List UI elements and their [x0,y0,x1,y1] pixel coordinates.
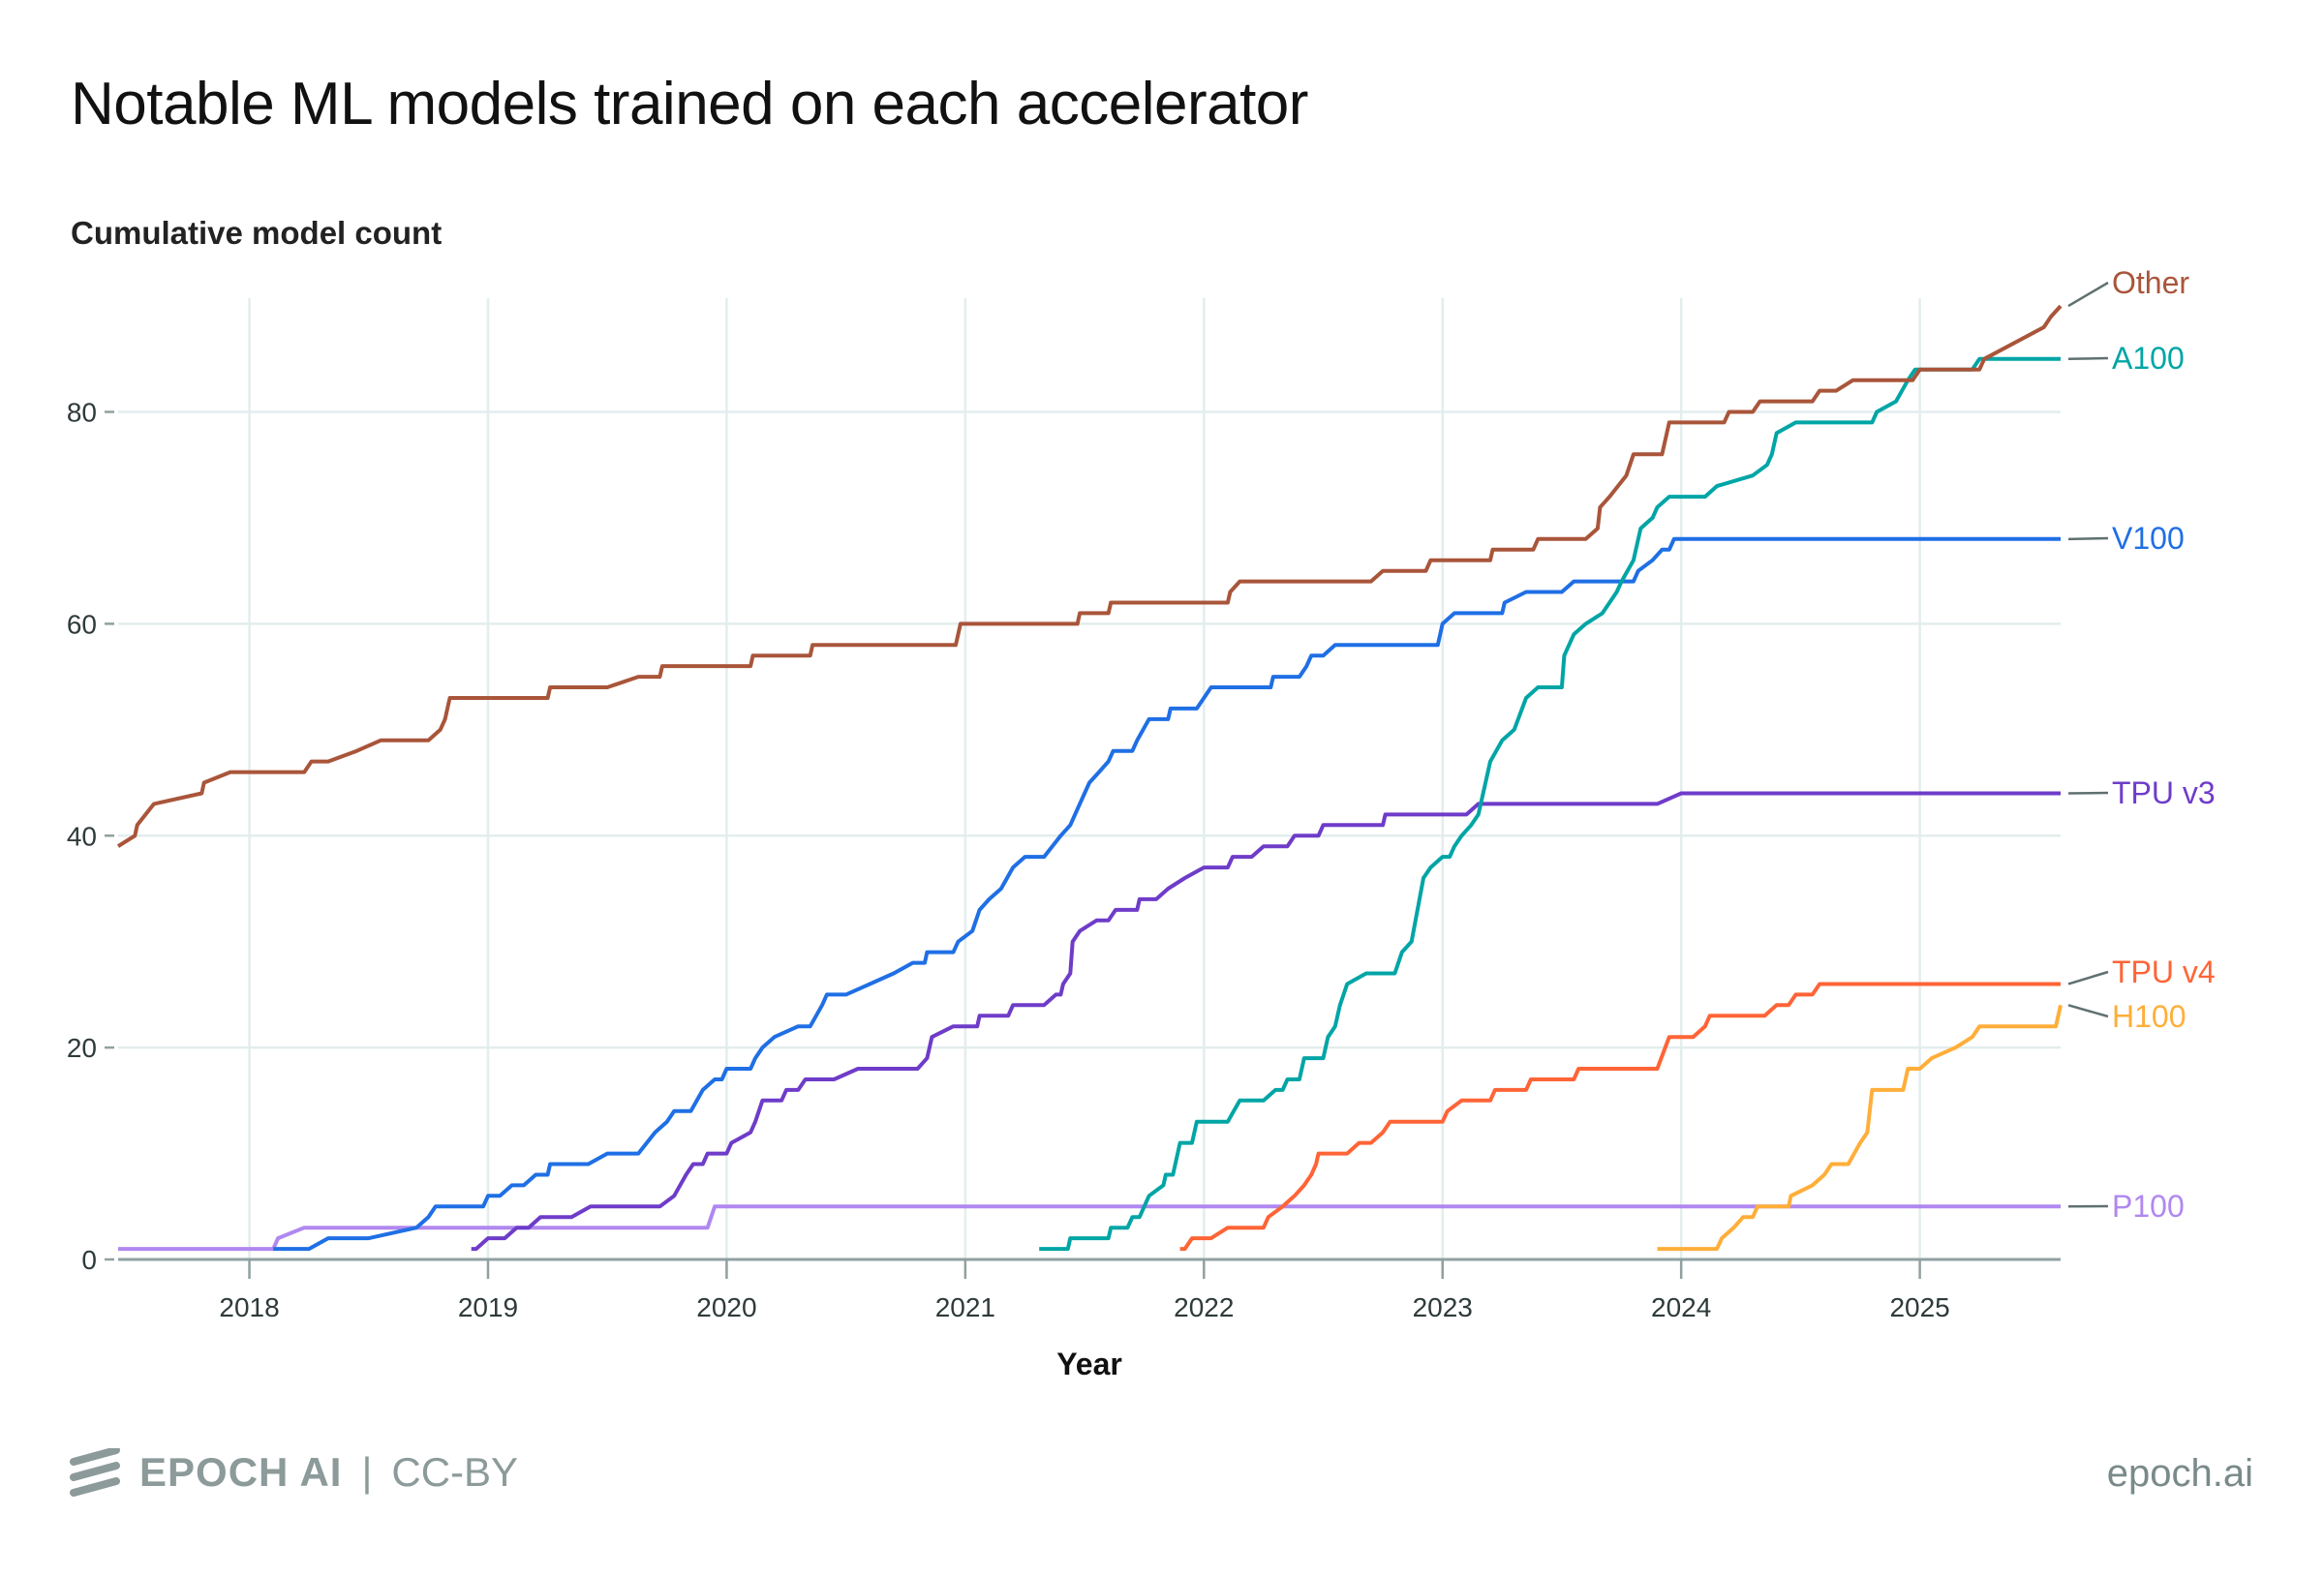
x-tick-label: 2018 [219,1292,279,1322]
y-tick-label: 40 [67,821,97,851]
label-connector [2067,970,2109,985]
axes: 0 20 40 60 80 2018 2019 2020 2021 2022 2023 2024 202… [67,398,2061,1381]
x-tick-label: 2025 [1889,1292,1949,1322]
epoch-logo-icon [70,1448,120,1497]
label-connector [2067,1004,2109,1018]
series-line-a100 [1039,356,2061,1252]
series-lines [116,304,2063,1252]
license: CC-BY [391,1449,519,1495]
series-labels: Other A100 V100 TPU v3 TPU v4 H100 P100 [2067,265,2216,1224]
x-tick-label: 2022 [1174,1292,1234,1322]
chart-title: Notable ML models trained on each accele… [71,71,1308,137]
series-label-v100: V100 [2112,521,2185,556]
footer-branding: EPOCH AI | CC-BY [70,1448,518,1497]
series-line-h100 [1657,1004,2063,1252]
y-tick-label: 20 [67,1033,97,1063]
x-tick-label: 2021 [935,1292,995,1322]
series-line-other [116,304,2063,848]
grid [118,298,2061,1259]
x-tick-label: 2019 [458,1292,518,1322]
label-connector [2067,281,2109,308]
series-label-tpu-v3: TPU v3 [2112,775,2216,810]
y-tick-label: 0 [81,1245,97,1275]
y-tick-label: 80 [67,398,97,428]
x-tick-label: 2023 [1413,1292,1473,1322]
y-tick-label: 60 [67,609,97,639]
brand-name: EPOCH AI [139,1449,343,1495]
divider: | [361,1449,373,1495]
x-tick-label: 2024 [1651,1292,1711,1322]
series-label-h100: H100 [2112,999,2186,1034]
site-link[interactable]: epoch.ai [2106,1452,2253,1495]
series-label-a100: A100 [2112,341,2185,376]
series-label-p100: P100 [2112,1189,2185,1224]
series-label-tpu-v4: TPU v4 [2112,955,2216,989]
series-label-other: Other [2112,265,2189,300]
label-connector [2067,536,2109,541]
series-line-v100 [273,536,2061,1252]
x-axis-title: Year [1056,1347,1122,1381]
label-connector [2067,356,2109,361]
series-line-tpu-v3 [471,791,2061,1252]
y-axis-title: Cumulative model count [71,215,443,251]
series-line-tpu-v4 [1179,982,2061,1252]
x-tick-label: 2020 [696,1292,756,1322]
